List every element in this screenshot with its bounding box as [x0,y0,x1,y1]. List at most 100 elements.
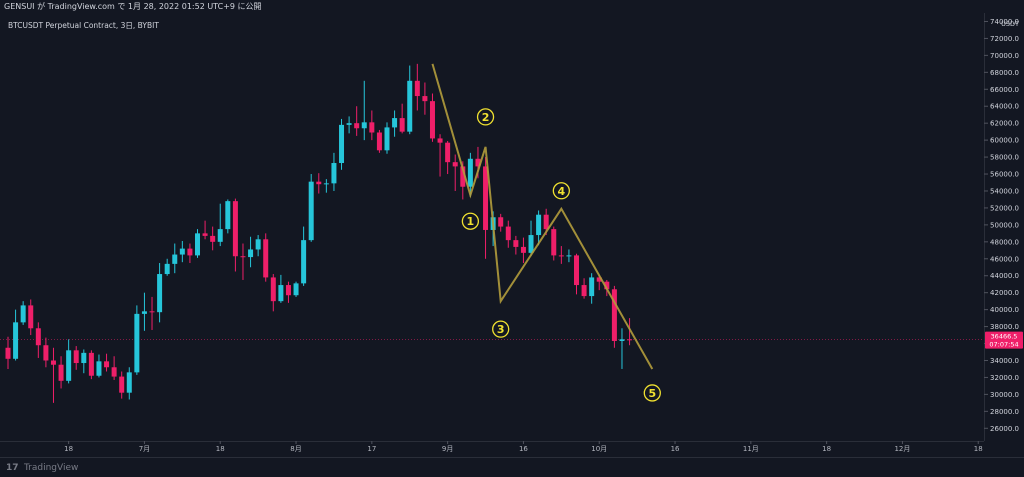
wave-label-circle [643,384,661,402]
candle-body [369,122,375,133]
time-tick-label: 7月 [139,445,150,453]
candle-body [157,274,163,313]
candle-body [66,350,72,381]
time-tick-label: 11月 [743,445,759,453]
candle-body [566,255,572,257]
candle-body [263,239,269,278]
candle-body [392,118,398,128]
price-tick-label: 62000.0 [990,120,1019,128]
price-tick-label: 48000.0 [990,238,1019,246]
price-tick-label: 74000.0 [990,18,1019,26]
candle-body [58,364,64,381]
price-unit-label: USDT [1001,20,1019,28]
price-tick-label: 40000.0 [990,306,1019,314]
tradingview-brand[interactable]: TradingView [24,463,79,473]
wave-label-number: 4 [558,185,566,198]
candle-body [195,233,200,256]
candle-body [376,132,382,151]
time-tick-label: 16 [519,445,528,453]
candle-body [225,201,231,230]
price-axis[interactable] [984,13,1024,441]
wave-label-number: 3 [497,323,505,336]
candle-body [331,163,337,184]
last-price-value: 36466.5 [991,333,1018,341]
candle-body [293,283,299,296]
wave-label-number: 2 [482,111,490,124]
time-axis[interactable] [0,441,984,458]
candle-body [255,239,261,250]
candle-body [574,255,579,286]
candle-body [104,361,110,368]
candle-body [278,285,284,302]
time-tick-label: 8月 [290,445,301,453]
candle-body [73,350,79,364]
candle-body [43,345,49,361]
time-tick-label: 17 [367,445,376,453]
candle-body [88,352,94,376]
candle-body [505,226,511,241]
wave-label-number: 5 [648,387,656,400]
candle-body [551,229,557,256]
price-tick-label: 72000.0 [990,35,1019,43]
candle-body [179,248,185,255]
price-tick-label: 68000.0 [990,69,1019,77]
publish-info-text: GENSUI が TradingView.com で 1月 28, 2022 0… [4,2,262,11]
candle-body [323,183,329,185]
candle-body [627,339,633,341]
candle-body [187,248,193,256]
last-price-tag [985,331,1023,349]
candle-body [558,255,564,257]
price-tick-label: 52000.0 [990,204,1019,212]
time-tick-label: 12月 [894,445,910,453]
time-tick-label: 16 [671,445,680,453]
price-tick-label: 54000.0 [990,187,1019,195]
candle-body [270,277,276,302]
candle-body [285,285,291,296]
time-tick-label: 10月 [591,445,607,453]
price-tick-label: 42000.0 [990,289,1019,297]
price-tick-label: 64000.0 [990,103,1019,111]
candle-body [528,235,534,253]
candle-body [467,158,473,187]
candle-body [134,313,140,373]
price-tick-label: 70000.0 [990,52,1019,60]
candle-body [13,322,19,359]
footer-bar: 17 TradingView [0,457,1024,477]
axis-corner [984,441,1024,457]
candle-body [581,285,587,297]
time-tick-label: 18 [216,445,225,453]
candle-body [111,367,117,377]
candle-body [28,305,34,329]
candle-body [604,281,610,290]
price-tick-label: 30000.0 [990,391,1019,399]
price-tick-label: 38000.0 [990,323,1019,331]
time-tick-label: 18 [64,445,73,453]
candle-body [248,249,254,258]
price-tick-label: 32000.0 [990,374,1019,382]
candle-body [149,311,155,313]
candle-body [141,311,147,314]
candle-body [240,256,246,258]
candle-body [475,158,481,167]
wave-label-circle [476,108,495,126]
bar-countdown: 07:07:54 [989,341,1018,349]
tradingview-logo-icon[interactable]: 17 [6,463,19,473]
symbol-title[interactable]: BTCUSDT Perpetual Contract, 3日, BYBIT [8,21,159,30]
price-tick-label: 50000.0 [990,221,1019,229]
candle-body [96,361,102,376]
publish-header: GENSUI が TradingView.com で 1月 28, 2022 0… [0,0,1024,13]
candle-body [399,118,405,132]
candle-body [119,376,125,393]
price-tick-label: 58000.0 [990,154,1019,162]
wave-label-circle [492,320,510,338]
candle-body [301,240,307,284]
elliott-wave-line [431,63,654,370]
candle-body [437,138,443,143]
candle-body [611,289,617,341]
price-tick-label: 34000.0 [990,357,1019,365]
candle-body [498,217,504,227]
wave-label-circle [552,182,570,200]
price-tick-label: 28000.0 [990,408,1019,416]
candle-body [35,328,41,346]
